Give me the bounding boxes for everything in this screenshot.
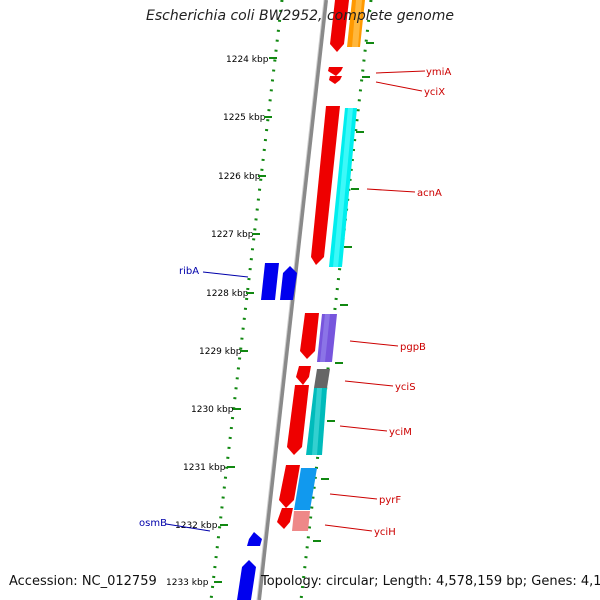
gene-arrow[interactable] <box>311 106 340 265</box>
gene-arrow[interactable] <box>330 0 349 52</box>
tick-label: 1230 kbp <box>191 405 234 415</box>
tick-label: 1224 kbp <box>226 55 269 65</box>
gene-label-ymiA[interactable]: ymiA <box>426 67 451 78</box>
gene-label-osmB[interactable]: osmB <box>139 518 167 529</box>
tick-label: 1228 kbp <box>206 289 249 299</box>
gene-label-yciS[interactable]: yciS <box>395 382 416 393</box>
right-tick-marks <box>313 42 374 542</box>
gene-arrow[interactable] <box>247 532 262 546</box>
forward-genes <box>237 263 297 600</box>
label-leaders <box>165 70 426 532</box>
gene-arrow[interactable] <box>329 76 342 84</box>
gene-arrow[interactable] <box>261 263 279 300</box>
tick-label: 1227 kbp <box>211 230 254 240</box>
accession-text: Accession: NC_012759 <box>9 574 157 589</box>
gene-arrow[interactable] <box>287 385 309 455</box>
gene-arrow[interactable] <box>296 366 311 385</box>
similarity-bars <box>292 0 365 531</box>
reverse-genes <box>277 0 349 529</box>
right-tick-guide <box>299 0 373 600</box>
gene-arrow[interactable] <box>328 67 343 76</box>
tick-label: 1231 kbp <box>183 463 226 473</box>
gene-label-pgpB[interactable]: pgpB <box>400 342 426 353</box>
tick-label: 1225 kbp <box>223 113 266 123</box>
gene-arrow[interactable] <box>300 313 319 359</box>
left-tick-guide <box>209 0 284 600</box>
gene-arrow[interactable] <box>237 560 256 600</box>
gene-label-yciM[interactable]: yciM <box>389 427 412 438</box>
gene-labels: ymiA yciX acnA pgpB yciS yciM pyrF yciH … <box>139 67 451 538</box>
gene-arrow[interactable] <box>277 508 293 529</box>
tick-label: 1233 kbp <box>166 578 209 588</box>
tick-label: 1232 kbp <box>175 521 218 531</box>
gene-label-acnA[interactable]: acnA <box>417 188 442 199</box>
gene-label-ribA[interactable]: ribA <box>179 266 199 277</box>
gene-label-yciH[interactable]: yciH <box>374 527 396 538</box>
tick-labels: 1224 kbp 1225 kbp 1226 kbp 1227 kbp 1228… <box>166 55 277 588</box>
map-title: Escherichia coli BW2952, complete genome <box>146 8 454 24</box>
gene-arrow[interactable] <box>280 266 297 300</box>
tick-label: 1226 kbp <box>218 172 261 182</box>
genome-info-text: Topology: circular; Length: 4,578,159 bp… <box>261 574 600 589</box>
gene-label-yciX[interactable]: yciX <box>424 87 445 98</box>
tick-label: 1229 kbp <box>199 347 242 357</box>
gene-arrow[interactable] <box>279 465 300 508</box>
gene-label-pyrF[interactable]: pyrF <box>379 495 401 506</box>
